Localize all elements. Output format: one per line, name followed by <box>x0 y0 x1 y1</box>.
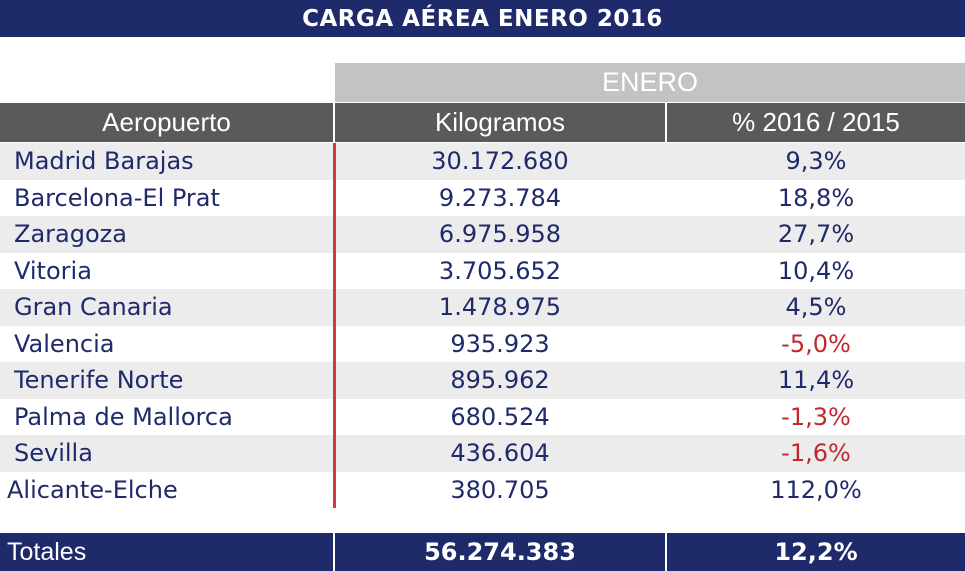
airport-name: Tenerife Norte <box>14 366 184 395</box>
percent-change: -5,0% <box>781 329 851 358</box>
row-shade <box>0 216 965 253</box>
percent-change: -1,6% <box>781 439 851 468</box>
kilograms: 680.524 <box>450 402 550 431</box>
column-header: % 2016 / 2015 <box>667 103 965 142</box>
kilograms: 3.705.652 <box>438 256 562 285</box>
airport-name: Valencia <box>14 329 115 358</box>
airport-name: Zaragoza <box>14 220 127 249</box>
percent-change: 9,3% <box>785 147 847 176</box>
kilograms: 935.923 <box>450 329 550 358</box>
percent-change: 27,7% <box>777 220 855 249</box>
percent-change: 11,4% <box>777 366 855 395</box>
percent-change: 10,4% <box>777 256 855 285</box>
totals-cell: Totales <box>0 533 333 571</box>
row-shade <box>0 435 965 472</box>
airport-name: Sevilla <box>14 439 93 468</box>
column-header: Aeropuerto <box>0 103 333 142</box>
row-shade <box>0 289 965 326</box>
row-shade <box>0 362 965 399</box>
column-header: Kilogramos <box>335 103 665 142</box>
totals-cell: 56.274.383 <box>335 533 665 571</box>
group-header: ENERO <box>335 63 965 102</box>
kilograms: 9.273.784 <box>438 183 562 212</box>
airport-name: Gran Canaria <box>14 293 173 322</box>
percent-change: 4,5% <box>785 293 847 322</box>
kilograms: 6.975.958 <box>438 220 562 249</box>
kilograms: 380.705 <box>450 475 550 504</box>
airport-name: Alicante-Elche <box>7 475 178 504</box>
airport-name: Vitoria <box>14 256 92 285</box>
kilograms: 30.172.680 <box>431 147 569 176</box>
airport-name: Barcelona-El Prat <box>14 183 220 212</box>
totals-cell: 12,2% <box>667 533 965 571</box>
kilograms: 1.478.975 <box>438 293 562 322</box>
kilograms: 436.604 <box>450 439 550 468</box>
percent-change: -1,3% <box>781 402 851 431</box>
airport-name: Palma de Mallorca <box>14 402 233 431</box>
title-bar: CARGA AÉREA ENERO 2016 <box>0 0 965 37</box>
kilograms: 895.962 <box>450 366 550 395</box>
airport-name: Madrid Barajas <box>14 147 194 176</box>
percent-change: 112,0% <box>770 475 862 504</box>
divider <box>333 143 336 508</box>
row-shade <box>0 143 965 180</box>
percent-change: 18,8% <box>777 183 855 212</box>
